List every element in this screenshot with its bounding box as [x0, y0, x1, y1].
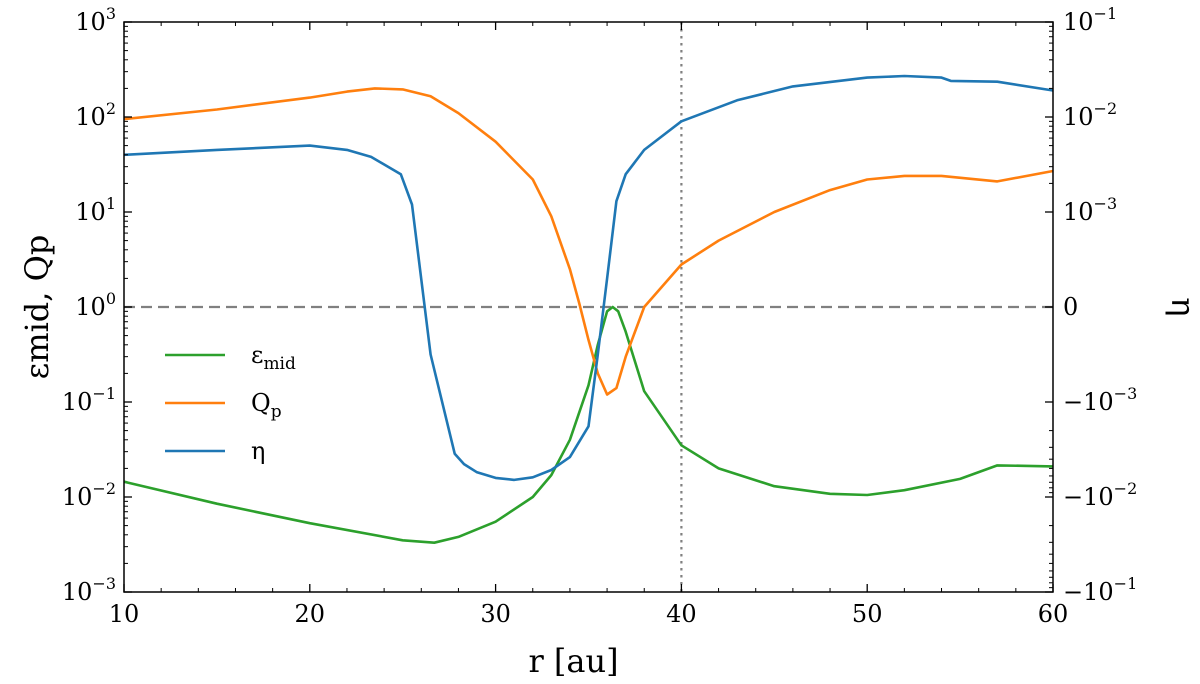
right-tick-base: −10 — [1063, 483, 1114, 511]
right-tick-base: −10 — [1063, 578, 1114, 606]
x-axis-label-text: r [au] — [528, 642, 618, 680]
axis-ticks: 10 20 30 40 50 6010310210110010−110−210−310−1… — [62, 4, 1137, 628]
x-axis-label: r [au] — [528, 642, 618, 680]
right-tick-exp: −3 — [1094, 194, 1118, 213]
x-tick-label: 40 — [666, 600, 697, 628]
right-tick-label: −10−2 — [1063, 479, 1137, 511]
x-tick-label: 10 — [109, 600, 140, 628]
right-tick-label: 10−2 — [1063, 99, 1117, 131]
x-tick-label: 30 — [480, 600, 511, 628]
right-tick-exp: −3 — [1114, 384, 1138, 403]
left-tick-label: 103 — [75, 4, 116, 36]
left-tick-exp: 1 — [106, 194, 116, 213]
right-tick-label: −10−1 — [1063, 574, 1137, 606]
series-line-0 — [123, 305, 1054, 545]
left-tick-label: 10−3 — [62, 574, 116, 606]
left-tick-exp: −2 — [92, 479, 116, 498]
legend-label-sub: mid — [263, 354, 296, 374]
axis-labels: r [au] εmid, Qp η — [18, 235, 1200, 680]
right-tick-exp: −2 — [1114, 479, 1138, 498]
left-tick-label: 100 — [75, 289, 116, 321]
left-tick-base: 10 — [62, 578, 93, 606]
right-tick-exp: −1 — [1114, 574, 1138, 593]
x-tick-label: 20 — [295, 600, 326, 628]
left-tick-label: 101 — [75, 194, 116, 226]
left-tick-base: 10 — [75, 293, 106, 321]
legend-label-sub: p — [271, 402, 282, 422]
x-tick-label: 60 — [1038, 600, 1069, 628]
y-axis-right-label: η — [1164, 297, 1200, 316]
series-line-2 — [123, 74, 1054, 482]
right-tick-label: 10−1 — [1063, 4, 1117, 36]
left-tick-label: 10−2 — [62, 479, 116, 511]
right-tick-label: 0 — [1063, 293, 1078, 321]
series-lines — [123, 74, 1054, 545]
right-tick-base: 10 — [1063, 8, 1094, 36]
left-tick-label: 10−1 — [62, 384, 116, 416]
y-axis-left-label: εmid, Qp — [18, 235, 56, 380]
y-axis-right-label-text: η — [1164, 297, 1200, 316]
legend-label-main: Q — [251, 389, 271, 417]
series-line-1 — [123, 87, 1054, 396]
right-tick-base: −10 — [1063, 388, 1114, 416]
right-tick-exp: −1 — [1094, 4, 1118, 23]
left-tick-base: 10 — [75, 198, 106, 226]
right-tick-base: 0 — [1063, 293, 1078, 321]
left-tick-exp: 3 — [106, 4, 116, 23]
reference-lines — [124, 22, 1053, 592]
legend-label-0: εmid — [251, 341, 296, 374]
legend-label-1: Qp — [251, 389, 282, 422]
left-tick-exp: −3 — [92, 574, 116, 593]
legend-label-main: ε — [251, 341, 263, 369]
left-tick-base: 10 — [62, 388, 93, 416]
left-tick-label: 102 — [75, 99, 116, 131]
left-tick-exp: 0 — [106, 289, 116, 308]
right-tick-base: 10 — [1063, 198, 1094, 226]
left-tick-base: 10 — [62, 483, 93, 511]
left-tick-base: 10 — [75, 8, 106, 36]
left-tick-base: 10 — [75, 103, 106, 131]
right-tick-label: −10−3 — [1063, 384, 1137, 416]
right-tick-exp: −2 — [1094, 99, 1118, 118]
legend-label-main: η — [251, 437, 265, 465]
x-tick-label: 50 — [852, 600, 883, 628]
left-tick-exp: −1 — [92, 384, 116, 403]
right-tick-label: 10−3 — [1063, 194, 1117, 226]
y-axis-left-label-text: εmid, Qp — [18, 235, 56, 380]
right-tick-base: 10 — [1063, 103, 1094, 131]
legend-label-2: η — [251, 437, 265, 465]
left-tick-exp: 2 — [106, 99, 116, 118]
